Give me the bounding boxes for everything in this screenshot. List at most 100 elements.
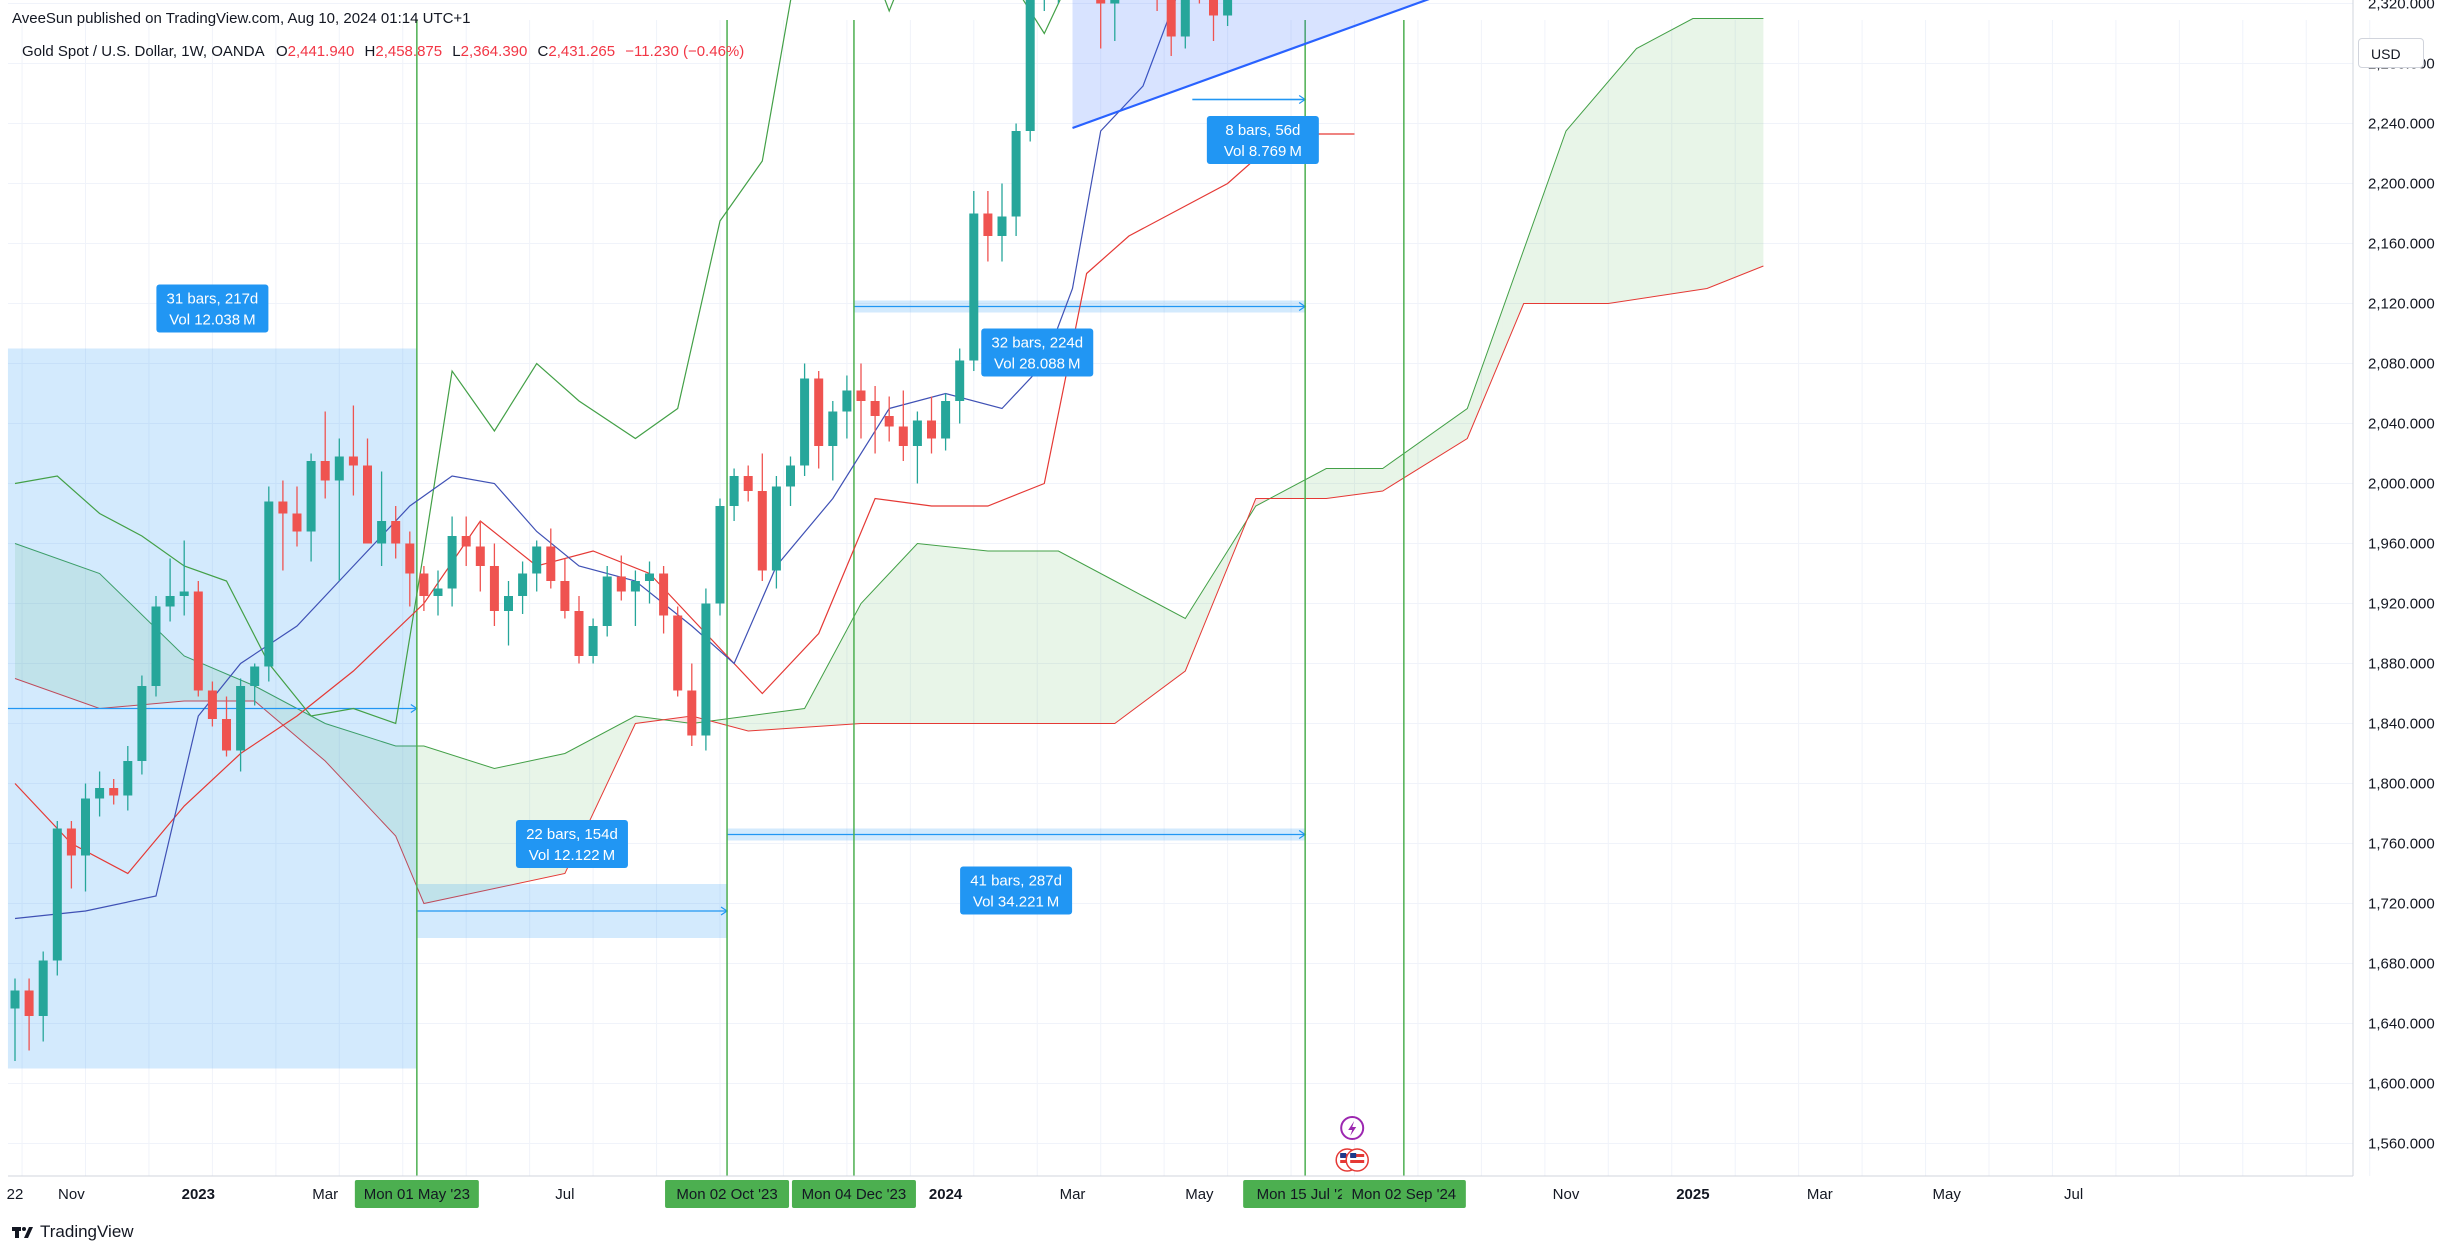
candle [771,476,781,589]
cloud-segment [973,549,981,724]
candle-body [757,491,767,571]
cloud-segment [882,573,890,724]
candle-body [856,390,866,401]
measure-label[interactable]: 41 bars, 287d Vol 34.221 M [960,866,1073,915]
candle [447,516,457,607]
cloud-segment [275,697,283,725]
cloud-segment [1537,190,1545,304]
price-tick-label: 2,200.000 [2368,176,2435,193]
date-marker-badge[interactable]: Mon 02 Oct '23 [665,1180,790,1208]
candle [1223,0,1233,26]
measure-label-box [156,284,269,333]
cloud-segment [1291,483,1299,499]
candle-body [898,426,908,446]
event-icons[interactable] [1335,1116,1369,1172]
cloud-segment [1128,588,1136,713]
cloud-segment [311,716,319,755]
cloud-segment [1375,468,1383,492]
cloud-segment [289,704,297,737]
cloud-segment [1558,131,1566,304]
candle-body [969,213,979,361]
cloud-segment [797,708,805,728]
cloud-segment [57,558,65,696]
candle [673,606,683,697]
cloud-segment [1023,551,1031,724]
cloud-segment [1199,584,1207,637]
cloud-segment [170,642,178,703]
candle-body [1223,0,1233,16]
candle [941,393,951,451]
cloud-segment [734,716,742,730]
chart-grid [8,3,2371,1176]
cloud-segment [1530,210,1538,304]
open-value: 2,441.940 [287,43,355,60]
candle-body [546,546,556,581]
cloud-segment [92,571,100,709]
cloud-segment [480,764,488,892]
cloud-segment [825,656,833,726]
time-tick-label: Nov [1553,1186,1580,1203]
candle-body [842,390,852,412]
candle-body [1096,0,1106,4]
cloud-segment [804,695,812,728]
time-tick-label: 22 [7,1186,24,1203]
measure-label[interactable]: 31 bars, 217d Vol 12.038 M [156,284,269,333]
cloud-segment [29,548,37,686]
price-tick-label: 1,840.000 [2368,716,2435,733]
measure-label-box [1206,116,1319,164]
candle [363,438,372,544]
cloud-segment [938,545,946,724]
measure-label[interactable]: 22 bars, 154d Vol 12.122 M [515,820,628,868]
cloud-segment [43,553,51,691]
candle-body [1011,131,1021,217]
date-badge-text: Mon 04 Dec '23 [802,1186,907,1203]
channel-lower-line[interactable] [1072,0,1637,130]
low-value: 2,364.390 [460,43,528,60]
cloud-segment [1678,22,1686,293]
price-tick-label: 2,240.000 [2368,116,2435,133]
cloud-segment [677,716,685,723]
cloud-segment [395,746,403,853]
date-marker-badge[interactable]: Mon 02 Sep '24 [1341,1180,1466,1208]
measure-label[interactable]: 8 bars, 56d Vol 8.769 M [1206,116,1319,164]
cloud-segment [987,551,995,724]
cloud-segment [1058,551,1066,724]
cloud-segment [1396,453,1404,483]
candle-body [518,573,528,596]
date-badge-box [354,1180,479,1208]
candle [81,783,90,892]
cloud-segment [367,737,375,814]
measure-label-box [981,328,1094,377]
date-marker-badge[interactable]: Mon 01 May '23 [354,1180,479,1208]
measure-label[interactable]: 32 bars, 224d Vol 28.088 M [981,328,1094,377]
date-marker-badge[interactable]: Mon 15 Jul '24 [1243,1180,1368,1208]
cloud-segment [980,550,988,724]
candle [616,555,626,601]
cloud-segment [1417,438,1425,470]
cloud-segment [1333,468,1341,498]
us-flag-event-icon[interactable] [1335,1148,1369,1172]
time-tick-label: May [1185,1186,1214,1203]
cloud-segment [1185,607,1193,671]
time-axis[interactable]: 22Nov2023MarJulSeNo2024MarMayNov2025MarM… [7,1175,2353,1208]
candle-body [320,461,330,481]
time-tick-label: Jul [2064,1186,2083,1203]
candle [1025,0,1035,142]
candle [1209,0,1218,41]
cloud-segment [1721,18,1729,283]
price-tick-label: 1,760.000 [2368,836,2435,853]
candle-body [955,360,965,401]
cloud-segment [783,710,791,729]
lightning-event-icon[interactable] [1340,1116,1365,1140]
tradingview-footer[interactable]: TradingView [12,1222,134,1242]
candle-body [786,465,795,487]
cloud-segment [1707,18,1715,289]
cloud-segment [1685,18,1693,292]
cloud-segment [1361,468,1369,494]
candle-body [461,536,471,547]
currency-selector[interactable]: USD [2358,38,2424,68]
price-axis[interactable]: 1,560.000 1,600.000 1,640.000 1,680.000 1,72… [2352,0,2435,1176]
date-marker-badge[interactable]: Mon 04 Dec '23 [791,1180,916,1208]
candle [419,566,429,611]
